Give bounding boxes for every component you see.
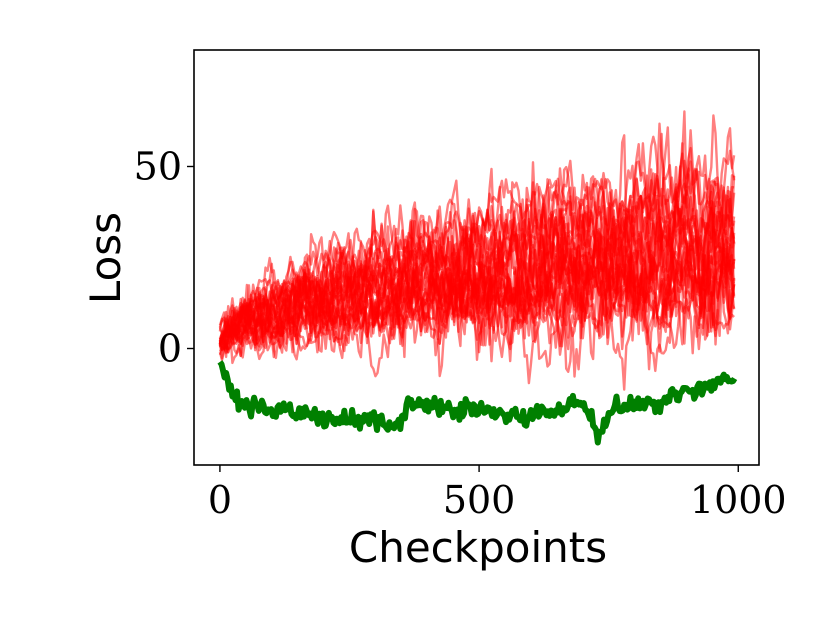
plot-lines xyxy=(217,110,738,446)
x-tick-label: 500 xyxy=(443,478,516,522)
x-axis-ticks: 0 500 1000 xyxy=(208,465,787,522)
red-series-line xyxy=(218,219,736,358)
plot-frame xyxy=(193,49,760,466)
x-axis-label: Checkpoints xyxy=(349,523,607,572)
green-series-line xyxy=(217,360,738,446)
y-tick-label: 0 xyxy=(158,327,182,371)
y-axis-ticks: 0 50 xyxy=(134,144,194,371)
red-series-line xyxy=(218,218,736,352)
y-axis-label: Loss xyxy=(81,212,130,304)
y-tick-label: 50 xyxy=(134,144,182,188)
x-tick-label: 0 xyxy=(208,478,232,522)
x-tick-label: 1000 xyxy=(690,478,787,522)
